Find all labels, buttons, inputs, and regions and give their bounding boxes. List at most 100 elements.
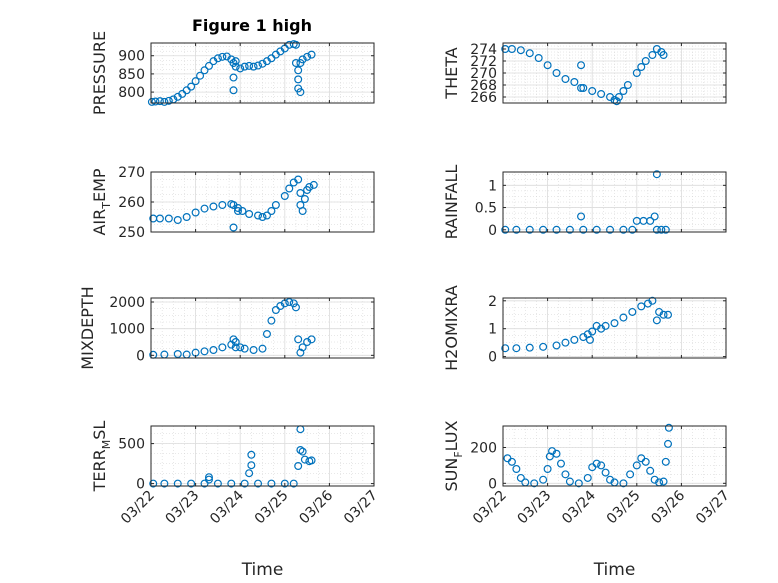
y-tick-label: 850	[118, 67, 145, 83]
y-axis-label-part: THETA	[442, 47, 461, 99]
data-point	[512, 464, 521, 473]
data-point	[561, 74, 570, 83]
data-point	[296, 348, 305, 357]
x-axis-label: Time	[593, 560, 636, 580]
data-point	[646, 216, 655, 225]
data-point	[254, 479, 263, 488]
data-point	[229, 86, 238, 95]
data-point	[507, 457, 516, 466]
y-axis-label: MIXDEPTH	[78, 286, 97, 369]
data-point	[659, 50, 668, 59]
y-axis-label-part: SL	[90, 421, 109, 440]
data-point	[652, 170, 661, 179]
subplot-7: 0 500 03/22 03/23 03/24 03/25 03/26 03/27 Time TE…	[90, 421, 381, 580]
data-point	[619, 479, 628, 488]
y-axis-label-part: TERR	[90, 449, 109, 492]
data-point	[254, 211, 263, 220]
data-point	[543, 61, 552, 70]
data-point	[218, 201, 227, 210]
data-point	[240, 344, 249, 353]
data-point	[516, 46, 525, 55]
data-point	[570, 77, 579, 86]
data-point	[289, 479, 298, 488]
data-point	[512, 225, 521, 234]
data-point	[173, 216, 182, 225]
data-point	[641, 56, 650, 65]
data-point	[652, 316, 661, 325]
y-tick-label: 272	[470, 54, 497, 70]
data-point	[296, 88, 305, 97]
data-point	[213, 479, 222, 488]
data-point	[285, 184, 294, 193]
data-point	[577, 212, 586, 221]
data-point	[552, 68, 561, 77]
data-point	[303, 52, 312, 61]
data-point	[516, 473, 525, 482]
data-point	[267, 316, 276, 325]
data-point	[296, 189, 305, 198]
data-point	[659, 477, 668, 486]
y-tick-label: 274	[470, 42, 497, 58]
data-point	[191, 77, 200, 86]
data-point	[652, 225, 661, 234]
y-axis-label: TERRMSL	[90, 421, 113, 493]
data-point	[218, 343, 227, 352]
y-axis-label: RAINFALL	[442, 165, 461, 240]
data-point	[227, 340, 236, 349]
data-point	[173, 479, 182, 488]
data-point	[271, 306, 280, 315]
x-axis-label: Time	[241, 560, 284, 580]
data-point	[291, 303, 300, 312]
data-point	[552, 225, 561, 234]
y-tick-label: 250	[118, 225, 145, 241]
x-tick-label: 03/26	[296, 487, 336, 527]
data-point	[632, 461, 641, 470]
y-tick-label: 0	[488, 223, 497, 239]
data-point	[661, 457, 670, 466]
data-point	[294, 175, 303, 184]
y-axis-label: SUNFLUX	[442, 420, 465, 491]
x-tick-label: 03/22	[118, 488, 158, 528]
data-point	[592, 459, 601, 468]
data-point	[254, 61, 263, 70]
data-point	[173, 350, 182, 359]
data-point	[298, 55, 307, 64]
y-axis-label-part: H2OMIXRA	[442, 285, 461, 371]
data-point	[307, 456, 316, 465]
data-point	[213, 54, 222, 63]
y-tick-label: 0	[136, 348, 145, 364]
subplot-8: 0 200 03/22 03/23 03/24 03/25 03/26 03/27 Time SU…	[442, 420, 733, 580]
x-tick-label: 03/22	[470, 488, 510, 528]
data-point	[298, 447, 307, 456]
y-axis-label-part: LUX	[442, 420, 461, 451]
y-axis-label: AIRTEMP	[90, 168, 113, 235]
data-point	[164, 96, 173, 105]
data-point	[267, 479, 276, 488]
data-point	[231, 343, 240, 352]
data-point	[664, 439, 673, 448]
data-point	[579, 225, 588, 234]
data-point	[300, 195, 309, 204]
data-point	[661, 225, 670, 234]
data-point	[612, 97, 621, 106]
data-point	[556, 459, 565, 468]
data-point	[227, 479, 236, 488]
y-tick-label: 0	[488, 476, 497, 492]
data-point	[231, 62, 240, 71]
x-tick-label: 03/27	[693, 488, 733, 528]
data-point	[155, 97, 164, 106]
y-tick-label: 200	[470, 440, 497, 456]
data-point	[294, 66, 303, 75]
data-point	[204, 475, 213, 484]
data-point	[614, 92, 623, 101]
data-point	[240, 479, 249, 488]
data-point	[271, 201, 280, 210]
axes-box	[502, 297, 727, 359]
data-point	[650, 212, 659, 221]
data-point	[303, 338, 312, 347]
data-point	[276, 302, 285, 311]
y-tick-label: 1	[488, 322, 497, 338]
y-axis-label-part: PRESSURE	[90, 31, 109, 115]
data-point	[182, 213, 191, 222]
